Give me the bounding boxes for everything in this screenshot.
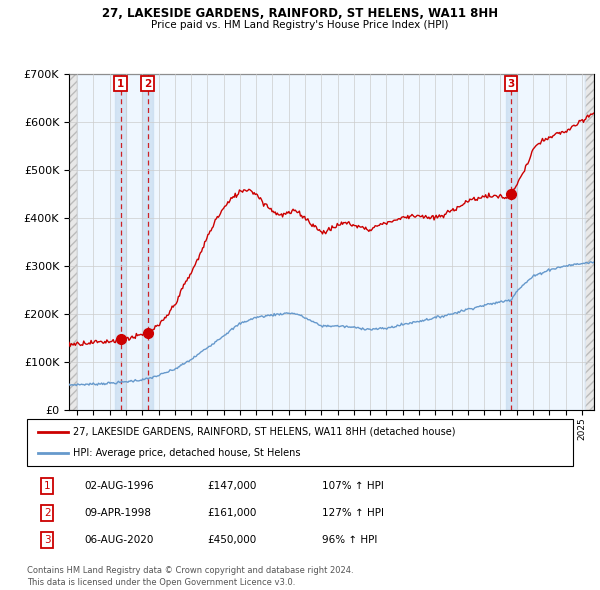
Text: £161,000: £161,000 bbox=[207, 508, 257, 518]
Text: HPI: Average price, detached house, St Helens: HPI: Average price, detached house, St H… bbox=[73, 448, 301, 458]
Bar bbox=[142, 74, 154, 410]
Bar bbox=[77, 74, 584, 410]
Bar bbox=[506, 74, 517, 410]
Text: 27, LAKESIDE GARDENS, RAINFORD, ST HELENS, WA11 8HH: 27, LAKESIDE GARDENS, RAINFORD, ST HELEN… bbox=[102, 7, 498, 20]
Bar bbox=[115, 74, 126, 410]
Text: £147,000: £147,000 bbox=[207, 481, 257, 491]
Text: 02-AUG-1996: 02-AUG-1996 bbox=[85, 481, 154, 491]
Text: 27, LAKESIDE GARDENS, RAINFORD, ST HELENS, WA11 8HH (detached house): 27, LAKESIDE GARDENS, RAINFORD, ST HELEN… bbox=[73, 427, 456, 437]
Text: 3: 3 bbox=[508, 79, 515, 88]
FancyBboxPatch shape bbox=[27, 419, 573, 466]
Text: £450,000: £450,000 bbox=[207, 535, 256, 545]
Text: Price paid vs. HM Land Registry's House Price Index (HPI): Price paid vs. HM Land Registry's House … bbox=[151, 20, 449, 30]
Text: 2: 2 bbox=[144, 79, 151, 88]
Text: 2: 2 bbox=[44, 508, 50, 518]
Text: Contains HM Land Registry data © Crown copyright and database right 2024.
This d: Contains HM Land Registry data © Crown c… bbox=[27, 566, 353, 587]
Text: 1: 1 bbox=[117, 79, 124, 88]
Text: 3: 3 bbox=[44, 535, 50, 545]
Text: 06-AUG-2020: 06-AUG-2020 bbox=[85, 535, 154, 545]
Text: 107% ↑ HPI: 107% ↑ HPI bbox=[322, 481, 384, 491]
Text: 09-APR-1998: 09-APR-1998 bbox=[85, 508, 151, 518]
Text: 96% ↑ HPI: 96% ↑ HPI bbox=[322, 535, 377, 545]
Text: 1: 1 bbox=[44, 481, 50, 491]
Text: 127% ↑ HPI: 127% ↑ HPI bbox=[322, 508, 384, 518]
